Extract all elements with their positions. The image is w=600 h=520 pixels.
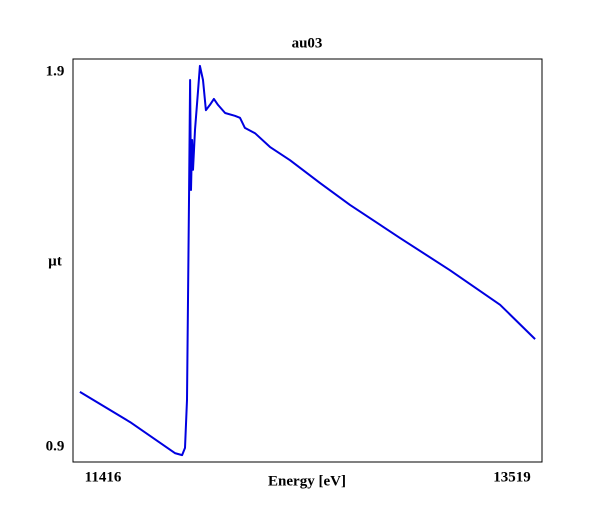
- y-tick-label: 0.9: [46, 438, 65, 454]
- x-tick-label: 11416: [85, 469, 122, 485]
- x-axis-label: Energy [eV]: [268, 473, 346, 489]
- y-axis-label: µt: [48, 253, 62, 269]
- data-line: [79, 64, 536, 457]
- chart-title: au03: [292, 35, 323, 51]
- plot-frame: [72, 58, 543, 463]
- y-tick-label: 1.9: [46, 63, 65, 79]
- x-tick-label: 13519: [493, 469, 531, 485]
